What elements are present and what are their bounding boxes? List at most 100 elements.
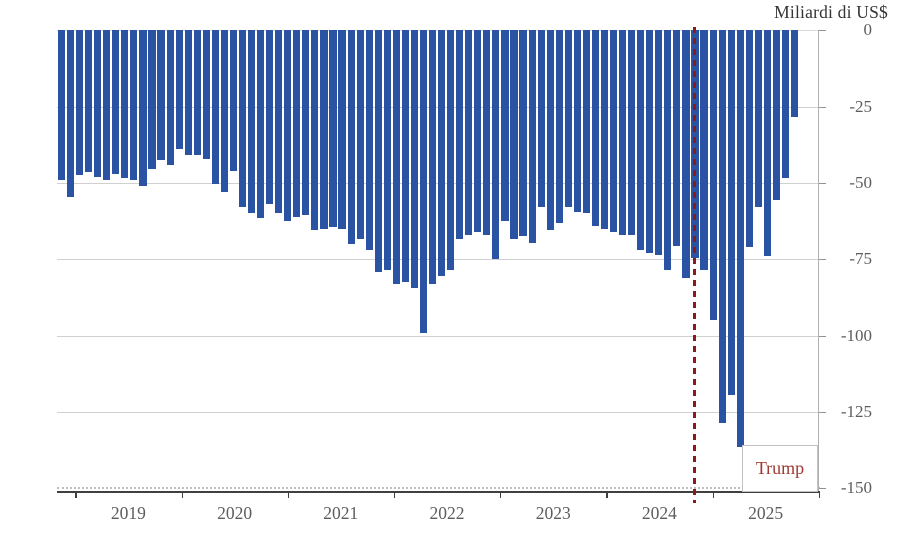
bar [772,30,781,200]
bar [338,30,346,229]
bar [103,30,111,180]
bar [682,30,690,278]
x-axis-year-label: 2024 [641,503,677,523]
bar [257,30,265,219]
bar [790,30,799,118]
gridline [57,335,820,337]
bar [220,30,228,193]
bar [474,30,482,232]
bar [501,30,509,222]
bar [546,30,554,231]
y-axis-label: -125 [840,401,872,421]
bar [600,30,609,229]
bar [447,30,455,270]
x-axis-tick [500,492,502,498]
bar [320,30,328,229]
bar [284,30,292,222]
x-axis-tick [712,492,714,498]
bar [85,30,93,173]
y-axis-tick [817,411,826,414]
bar [247,30,256,214]
bar [537,30,545,208]
bar [754,30,762,208]
bar [130,30,138,180]
bar [148,30,156,170]
bar [619,30,627,235]
bar [94,30,102,177]
bar [229,30,238,171]
bar [157,30,165,161]
y-axis-tick [817,182,826,185]
bar [492,30,500,260]
y-axis-tick [817,30,826,32]
bar [745,30,753,248]
bar [564,30,572,208]
x-axis-tick [75,492,77,498]
bar [637,30,645,251]
bar [356,30,364,240]
bar [266,30,274,205]
bar [456,30,464,240]
bar [392,30,400,284]
x-axis-tick [181,492,183,498]
x-axis-year-label: 2025 [748,503,784,523]
bar [510,30,518,240]
chart-title: Miliardi di US$ [774,2,888,22]
bar [347,30,355,245]
y-axis-label: 0 [863,20,873,40]
bar [238,30,247,208]
bar [438,30,446,277]
bar [428,30,437,284]
bar [582,30,590,214]
bar [655,30,663,255]
gridline [57,411,820,413]
y-axis-label: -50 [849,172,872,192]
bar [383,30,391,270]
x-axis-year-label: 2019 [110,503,146,523]
x-axis-tick [287,492,289,498]
x-axis-year-label: 2023 [535,503,571,523]
y-axis-label: -100 [840,325,872,345]
bar [519,30,527,237]
bar [166,30,174,165]
bar [736,30,744,448]
bar [727,30,735,396]
bar [709,30,717,321]
bar [664,30,672,270]
bar [302,30,310,216]
bar [528,30,536,243]
bar [66,30,75,197]
right-axis-line [817,30,819,492]
bar [410,30,419,289]
x-axis-year-label: 2021 [323,503,359,523]
bar [465,30,473,235]
bar [275,30,283,214]
bar [311,30,319,231]
x-axis-year-label: 2022 [429,503,465,523]
bar [673,30,681,246]
y-axis-label: -75 [849,249,872,269]
bar [184,30,192,156]
y-axis-label: -150 [840,478,872,498]
y-axis-label: -25 [849,96,872,116]
y-axis-tick [817,335,826,337]
y-axis-tick [817,106,826,108]
x-axis-tick [606,492,608,498]
bar [365,30,373,251]
bar [591,30,600,226]
bar [781,30,790,179]
x-axis-year-label: 2020 [217,503,253,523]
trump-dashed-line [692,27,697,503]
bar [700,30,708,270]
bar [112,30,120,174]
bar [374,30,382,272]
bar [211,30,219,185]
bar [573,30,581,212]
x-axis-tick [818,492,820,498]
bar [193,30,201,156]
y-axis-tick [817,488,826,490]
x-axis-line [57,491,820,493]
bar [555,30,563,223]
bar [57,30,66,180]
